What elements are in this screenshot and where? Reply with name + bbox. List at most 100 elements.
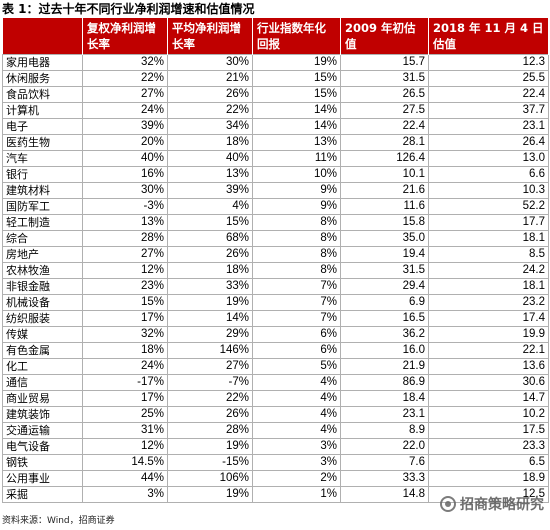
value-cell: 22.4 <box>340 118 429 135</box>
value-cell: 26% <box>167 86 253 103</box>
value-cell: 12.5 <box>428 486 549 503</box>
value-cell: 25.5 <box>428 70 549 87</box>
value-cell: 26% <box>167 246 253 263</box>
table-row: 化工 24% 27% 5% 21.9 13.6 <box>2 358 549 375</box>
value-cell: 12% <box>82 262 168 279</box>
value-cell: 7% <box>252 294 341 311</box>
value-cell: 8.9 <box>340 422 429 439</box>
table-row: 钢铁 14.5% -15% 3% 7.6 6.5 <box>2 454 549 471</box>
value-cell: 36.2 <box>340 326 429 343</box>
value-cell: 2% <box>252 470 341 487</box>
value-cell: 6% <box>252 326 341 343</box>
value-cell: 17% <box>82 310 168 327</box>
table-row: 建筑装饰 25% 26% 4% 23.1 10.2 <box>2 406 549 423</box>
value-cell: 19% <box>167 294 253 311</box>
table-row: 建筑材料 30% 39% 9% 21.6 10.3 <box>2 182 549 199</box>
value-cell: 10.3 <box>428 182 549 199</box>
industry-name-cell: 国防军工 <box>2 198 83 215</box>
value-cell: 8.5 <box>428 246 549 263</box>
value-cell: 33% <box>167 278 253 295</box>
value-cell: 27% <box>167 358 253 375</box>
industry-name-cell: 交通运输 <box>2 422 83 439</box>
industry-name-cell: 传媒 <box>2 326 83 343</box>
value-cell: 29.4 <box>340 278 429 295</box>
value-cell: 28.1 <box>340 134 429 151</box>
value-cell: 17.7 <box>428 214 549 231</box>
value-cell: 18.4 <box>340 390 429 407</box>
industry-name-cell: 有色金属 <box>2 342 83 359</box>
industry-name-cell: 休闲服务 <box>2 70 83 87</box>
industry-name-cell: 汽车 <box>2 150 83 167</box>
header-industry <box>2 18 83 55</box>
value-cell: 17% <box>82 390 168 407</box>
value-cell: 26.5 <box>340 86 429 103</box>
table-row: 采掘 3% 19% 1% 14.8 12.5 <box>2 486 549 503</box>
value-cell: 20% <box>82 134 168 151</box>
table-row: 有色金属 18% 146% 6% 16.0 22.1 <box>2 342 549 359</box>
value-cell: 18% <box>167 134 253 151</box>
value-cell: 22% <box>167 102 253 119</box>
value-cell: 17.5 <box>428 422 549 439</box>
table-row: 非银金融 23% 33% 7% 29.4 18.1 <box>2 278 549 295</box>
value-cell: 13% <box>167 166 253 183</box>
value-cell: 22% <box>82 70 168 87</box>
value-cell: 13% <box>252 134 341 151</box>
industry-name-cell: 食品饮料 <box>2 86 83 103</box>
value-cell: 16.0 <box>340 342 429 359</box>
value-cell: 6.5 <box>428 454 549 471</box>
table-row: 银行 16% 13% 10% 10.1 6.6 <box>2 166 549 183</box>
industry-name-cell: 机械设备 <box>2 294 83 311</box>
value-cell: 18% <box>167 262 253 279</box>
value-cell: 19.4 <box>340 246 429 263</box>
value-cell: 44% <box>82 470 168 487</box>
industry-name-cell: 采掘 <box>2 486 83 503</box>
value-cell: 13.6 <box>428 358 549 375</box>
value-cell: 21.6 <box>340 182 429 199</box>
value-cell: 14% <box>252 118 341 135</box>
industry-name-cell: 通信 <box>2 374 83 391</box>
table-row: 农林牧渔 12% 18% 8% 31.5 24.2 <box>2 262 549 279</box>
table-row: 房地产 27% 26% 8% 19.4 8.5 <box>2 246 549 263</box>
value-cell: 39% <box>82 118 168 135</box>
value-cell: 10.1 <box>340 166 429 183</box>
table-row: 通信 -17% -7% 4% 86.9 30.6 <box>2 374 549 391</box>
value-cell: 24% <box>82 358 168 375</box>
table-row: 综合 28% 68% 8% 35.0 18.1 <box>2 230 549 247</box>
table-row: 计算机 24% 22% 14% 27.5 37.7 <box>2 102 549 119</box>
value-cell: 12% <box>82 438 168 455</box>
value-cell: 23% <box>82 278 168 295</box>
value-cell: -17% <box>82 374 168 391</box>
value-cell: 52.2 <box>428 198 549 215</box>
value-cell: 4% <box>167 198 253 215</box>
industry-name-cell: 钢铁 <box>2 454 83 471</box>
table-row: 轻工制造 13% 15% 8% 15.8 17.7 <box>2 214 549 231</box>
header-row: 复权净利润增长率 平均净利润增长率 行业指数年化回报 2009 年初估值 201… <box>2 18 549 55</box>
value-cell: 32% <box>82 54 168 71</box>
value-cell: 22% <box>167 390 253 407</box>
value-cell: 22.1 <box>428 342 549 359</box>
value-cell: 15% <box>252 86 341 103</box>
value-cell: 106% <box>167 470 253 487</box>
value-cell: 15% <box>167 214 253 231</box>
value-cell: 30% <box>167 54 253 71</box>
industry-name-cell: 非银金融 <box>2 278 83 295</box>
value-cell: 12.3 <box>428 54 549 71</box>
value-cell: 4% <box>252 406 341 423</box>
table-row: 家用电器 32% 30% 19% 15.7 12.3 <box>2 54 549 71</box>
industry-name-cell: 房地产 <box>2 246 83 263</box>
value-cell: 26.4 <box>428 134 549 151</box>
value-cell: 6.6 <box>428 166 549 183</box>
value-cell: 11.6 <box>340 198 429 215</box>
value-cell: 37.7 <box>428 102 549 119</box>
value-cell: 10.2 <box>428 406 549 423</box>
table-row: 电子 39% 34% 14% 22.4 23.1 <box>2 118 549 135</box>
value-cell: 4% <box>252 374 341 391</box>
wechat-logo-icon <box>440 496 456 512</box>
value-cell: 7% <box>252 310 341 327</box>
table-row: 电气设备 12% 19% 3% 22.0 23.3 <box>2 438 549 455</box>
table-row: 商业贸易 17% 22% 4% 18.4 14.7 <box>2 390 549 407</box>
value-cell: 39% <box>167 182 253 199</box>
value-cell: 18.1 <box>428 230 549 247</box>
value-cell: 31.5 <box>340 262 429 279</box>
header-index-annual-return: 行业指数年化回报 <box>252 18 341 55</box>
